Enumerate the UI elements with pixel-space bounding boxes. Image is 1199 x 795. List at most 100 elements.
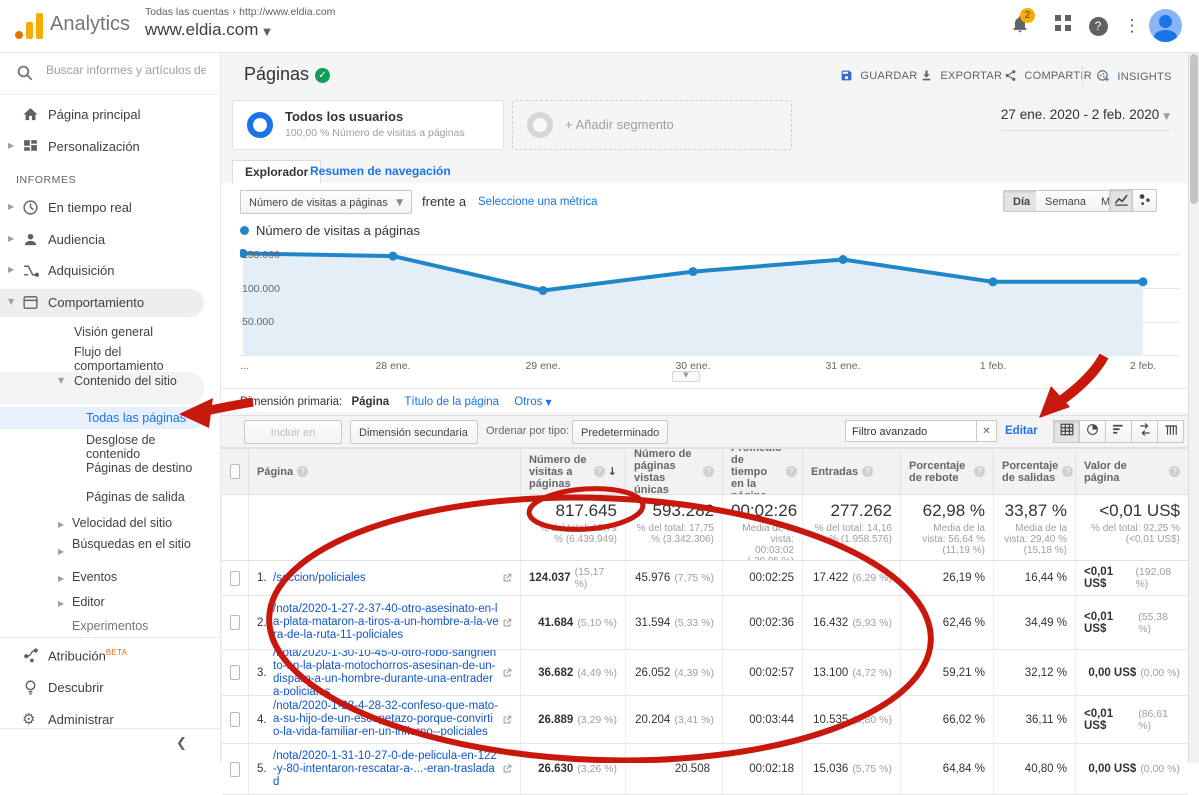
sidebar-item-site-speed[interactable]: ▶ Velocidad del sitio <box>58 516 173 530</box>
page-link[interactable]: /seccion/policiales <box>273 571 366 584</box>
help-icon[interactable]: ? <box>297 466 309 477</box>
date-range-selector[interactable]: 27 ene. 2020 - 2 feb. 2020 ▼ <box>1000 107 1170 131</box>
sidebar-item-overview[interactable]: Visión general <box>74 325 153 339</box>
column-header-avg-time[interactable]: Promedio de tiempo en la página? <box>722 449 802 494</box>
edit-filter-link[interactable]: Editar <box>1005 425 1038 437</box>
help-icon[interactable]: ? <box>785 466 797 477</box>
help-icon[interactable]: ? <box>1062 466 1074 477</box>
sidebar-item-site-search[interactable]: ▶ Búsquedas en el sitio <box>58 537 202 556</box>
external-link-icon[interactable] <box>502 618 512 628</box>
sidebar-item-personalization[interactable]: ▶ Personalización <box>8 139 140 154</box>
metric-dropdown[interactable]: Número de visitas a páginas ▼ <box>240 190 412 214</box>
motion-chart-toggle-icon[interactable] <box>1133 189 1157 212</box>
search-bar[interactable] <box>0 52 220 95</box>
select-metric-link[interactable]: Seleccione una métrica <box>478 196 598 208</box>
breadcrumb-account[interactable]: Todas las cuentas <box>145 6 230 18</box>
sidebar-item-attribution[interactable]: AtribuciónBETA <box>0 642 220 670</box>
row-checkbox[interactable] <box>230 570 240 586</box>
sidebar-item-site-content[interactable]: ▼ Contenido del sitio <box>0 372 204 404</box>
column-header-exit-rate[interactable]: Porcentaje de salidas? <box>993 449 1075 494</box>
sidebar-item-landing-pages[interactable]: Páginas de destino <box>86 461 193 475</box>
row-checkbox[interactable] <box>230 761 240 777</box>
column-header-pageviews[interactable]: Número de visitas a páginas? ↓ <box>520 449 625 494</box>
sidebar-item-admin[interactable]: ⚙ Administrar <box>22 710 114 728</box>
column-header-entrances[interactable]: Entradas? <box>802 449 900 494</box>
analytics-logo-icon[interactable] <box>14 10 46 42</box>
row-checkbox[interactable] <box>230 712 240 727</box>
dimension-page[interactable]: Página <box>351 396 390 408</box>
breadcrumb[interactable]: Todas las cuentas › http://www.eldia.com… <box>145 6 335 40</box>
sidebar-item-behavior[interactable]: ▼ Comportamiento <box>0 289 204 317</box>
scrollbar-thumb[interactable] <box>1190 54 1198 204</box>
row-checkbox[interactable] <box>230 665 240 680</box>
page-link[interactable]: /nota/2020-1-30-10-45-0-otro-robo-sangri… <box>273 650 497 695</box>
column-header-page[interactable]: Página? <box>248 449 520 494</box>
share-button[interactable]: COMPARTIR <box>1004 69 1092 82</box>
tab-navigation-summary[interactable]: Resumen de navegación <box>310 164 451 178</box>
sidebar-item-discover[interactable]: Descubrir <box>0 674 220 702</box>
page-link[interactable]: /nota/2020-1-28-4-28-32-confeso-que-mato… <box>273 700 499 738</box>
advanced-filter-input[interactable]: Filtro avanzado activado <box>845 420 977 460</box>
dimension-other[interactable]: Otros ▼ <box>514 396 552 408</box>
column-header-unique-pageviews[interactable]: Número de páginas vistas únicas? <box>625 449 722 494</box>
line-chart-toggle-icon[interactable] <box>1109 189 1133 212</box>
sidebar-item-publisher[interactable]: ▶ Editor <box>58 595 105 609</box>
view-percentage-icon[interactable] <box>1079 420 1106 443</box>
sidebar-item-behavior-flow[interactable]: Flujo del comportamiento <box>74 345 164 373</box>
granularity-week-button[interactable]: Semana <box>1036 190 1096 212</box>
granularity-day-button[interactable]: Día <box>1003 190 1041 212</box>
add-segment-card[interactable]: + Añadir segmento <box>512 100 792 150</box>
secondary-dimension-dropdown[interactable]: Dimensión secundaria▼ <box>350 420 478 462</box>
report-content: Páginas ✓ GUARDAR EXPORTAR COMPARTIR INSI… <box>220 52 1188 795</box>
sidebar-item-experiments[interactable]: Experimentos <box>72 619 149 633</box>
dimension-page-title[interactable]: Título de la página <box>404 396 500 408</box>
view-pivot-icon[interactable] <box>1157 420 1184 443</box>
sidebar-item-acquisition[interactable]: ▶ Adquisición <box>8 263 115 278</box>
sort-type-dropdown[interactable]: Predeterminado▼ <box>572 420 668 462</box>
plot-rows-button[interactable]: Incluir en gráfico <box>244 420 342 463</box>
row-checkbox[interactable] <box>230 615 240 630</box>
clear-filter-icon[interactable]: ✕ <box>977 420 997 442</box>
save-button[interactable]: GUARDAR <box>840 69 917 82</box>
tab-explorer[interactable]: Explorador <box>232 160 322 183</box>
view-performance-icon[interactable] <box>1105 420 1132 443</box>
breadcrumb-property-url[interactable]: http://www.eldia.com <box>239 6 336 18</box>
collapse-sidebar-icon[interactable]: ❮ <box>176 736 187 751</box>
column-header-bounce-rate[interactable]: Porcentaje de rebote? <box>900 449 993 494</box>
sidebar-item-home[interactable]: Página principal <box>0 101 220 129</box>
sidebar-item-audience[interactable]: ▶ Audiencia <box>8 232 106 247</box>
external-link-icon[interactable] <box>502 715 512 725</box>
select-all-checkbox[interactable] <box>230 464 240 479</box>
help-icon[interactable]: ? <box>1086 14 1110 38</box>
page-link[interactable]: /nota/2020-1-31-10-27-0-de-pelicula-en-1… <box>273 749 497 788</box>
segment-card-all-users[interactable]: Todos los usuarios 100,00 % Número de vi… <box>232 100 504 150</box>
help-icon[interactable]: ? <box>862 466 874 477</box>
sidebar-item-all-pages[interactable]: Todas las páginas <box>0 407 204 429</box>
line-chart[interactable] <box>238 248 1180 357</box>
apps-grid-icon[interactable] <box>1051 14 1075 38</box>
sidebar-item-exit-pages[interactable]: Páginas de salida <box>86 490 185 504</box>
view-comparison-icon[interactable] <box>1131 420 1158 443</box>
page-link[interactable]: /nota/2020-1-27-2-37-40-otro-asesinato-e… <box>273 603 499 641</box>
sidebar-item-events[interactable]: ▶ Eventos <box>58 570 118 584</box>
help-icon[interactable]: ? <box>1169 466 1180 477</box>
external-link-icon[interactable] <box>502 573 512 583</box>
search-input[interactable] <box>44 62 208 78</box>
help-icon[interactable]: ? <box>974 466 985 477</box>
sidebar-item-content-drilldown[interactable]: Desglose de contenido <box>86 433 156 461</box>
help-icon[interactable]: ? <box>703 466 714 477</box>
user-avatar[interactable] <box>1149 9 1182 42</box>
sidebar-item-realtime[interactable]: ▶ En tiempo real <box>8 200 132 215</box>
notifications-bell-icon[interactable]: 2 <box>1008 8 1035 38</box>
external-link-icon[interactable] <box>502 668 512 678</box>
export-button[interactable]: EXPORTAR <box>920 69 1002 82</box>
overflow-menu-icon[interactable]: ⋮ <box>1123 16 1141 36</box>
vertical-scrollbar[interactable] <box>1188 52 1199 763</box>
insights-button[interactable]: INSIGHTS <box>1096 69 1172 83</box>
property-selector[interactable]: www.eldia.com <box>145 20 259 39</box>
external-link-icon[interactable] <box>502 764 512 774</box>
column-header-page-value[interactable]: Valor de página? <box>1075 449 1188 494</box>
view-table-icon[interactable] <box>1053 420 1080 443</box>
help-icon[interactable]: ? <box>593 466 605 477</box>
chart-collapse-handle[interactable]: ▼ <box>672 371 700 382</box>
